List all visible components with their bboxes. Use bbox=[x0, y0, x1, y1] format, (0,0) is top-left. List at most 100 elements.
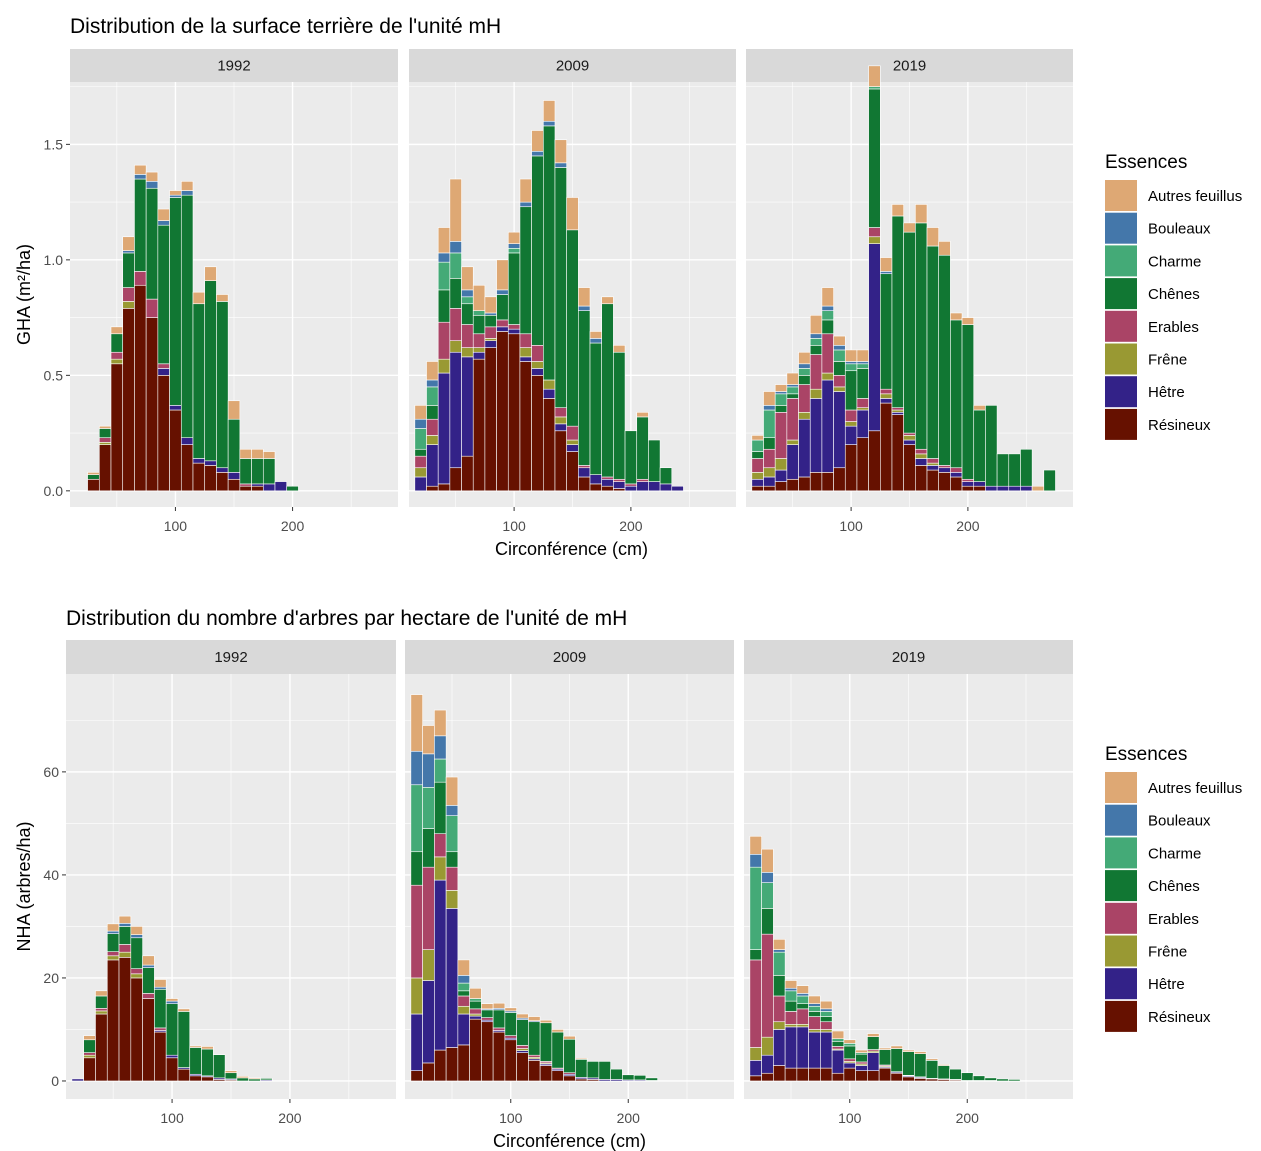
bar-segment bbox=[763, 409, 776, 439]
bar-segment bbox=[543, 120, 556, 127]
bar-segment bbox=[118, 957, 132, 1082]
bar-segment bbox=[751, 472, 764, 480]
bar-segment bbox=[457, 959, 470, 976]
bar-segment bbox=[492, 1027, 506, 1031]
bar-segment bbox=[868, 88, 881, 228]
bar-segment bbox=[774, 458, 788, 471]
bar-segment bbox=[601, 478, 614, 487]
bar-segment bbox=[774, 469, 788, 482]
bar-segment bbox=[786, 386, 799, 395]
bar-segment bbox=[1008, 485, 1021, 492]
legend-item-label: Charme bbox=[1148, 845, 1201, 862]
bar-segment bbox=[798, 363, 811, 369]
bar-segment bbox=[484, 312, 497, 316]
bar-segment bbox=[457, 995, 470, 1007]
bar-segment bbox=[251, 448, 264, 459]
bar-segment bbox=[95, 1010, 108, 1015]
bar-segment bbox=[566, 425, 579, 441]
bar-segment bbox=[902, 1051, 915, 1076]
bar-segment bbox=[169, 194, 182, 198]
bar-segment bbox=[180, 437, 194, 445]
bar-segment bbox=[645, 1077, 658, 1081]
x-tick-label: 100 bbox=[164, 518, 188, 534]
bar-segment bbox=[472, 284, 486, 311]
bar-segment bbox=[880, 388, 893, 395]
bar-segment bbox=[586, 1061, 600, 1079]
facet-panel-2019: 2019 100 200 bbox=[746, 49, 1073, 534]
bar-segment bbox=[890, 1072, 903, 1082]
bar-segment bbox=[972, 1075, 986, 1081]
bar-segment bbox=[926, 227, 939, 247]
legend-item-label: Frêne bbox=[1148, 352, 1187, 369]
bar-segment bbox=[575, 1058, 588, 1060]
legend-item-label: Erables bbox=[1148, 319, 1199, 336]
bar-segment bbox=[410, 694, 423, 752]
bar-segment bbox=[531, 155, 544, 346]
bar-segment bbox=[554, 430, 567, 492]
bar-segment bbox=[996, 1078, 1009, 1082]
bar-segment bbox=[891, 414, 904, 492]
bar-segment bbox=[902, 1076, 915, 1082]
bar-segment bbox=[469, 1008, 482, 1015]
bar-segment bbox=[773, 975, 786, 997]
bar-segment bbox=[915, 465, 928, 492]
bar-segment bbox=[449, 278, 462, 309]
bar-segment bbox=[134, 178, 147, 272]
bar-segment bbox=[855, 1053, 868, 1063]
bar-segment bbox=[926, 458, 939, 464]
bar-segment bbox=[820, 1029, 833, 1033]
bar-segment bbox=[855, 1061, 868, 1065]
bar-segment bbox=[461, 347, 474, 358]
bar-segment bbox=[98, 442, 112, 445]
facet-strip bbox=[409, 49, 736, 82]
bar-segment bbox=[880, 398, 893, 404]
bar-segment bbox=[880, 393, 893, 399]
bar-segment bbox=[774, 481, 788, 492]
bar-segment bbox=[481, 1021, 494, 1082]
bar-segment bbox=[519, 361, 532, 492]
bar-segment bbox=[808, 1016, 821, 1030]
bar-segment bbox=[914, 1053, 927, 1078]
bar-segment bbox=[868, 236, 881, 244]
bar-segment bbox=[157, 220, 170, 226]
bar-segment bbox=[926, 462, 939, 466]
bar-segment bbox=[761, 1054, 774, 1074]
bar-segment bbox=[786, 478, 799, 492]
bar-segment bbox=[507, 252, 521, 325]
bar-segment bbox=[915, 204, 928, 224]
bar-segment bbox=[856, 437, 869, 492]
bar-segment bbox=[204, 465, 217, 492]
bar-segment bbox=[613, 345, 626, 353]
bar-segment bbox=[763, 467, 776, 478]
bar-segment bbox=[659, 483, 673, 492]
bar-segment bbox=[504, 1039, 517, 1082]
bar-segment bbox=[154, 979, 167, 988]
bar-segment bbox=[251, 458, 264, 485]
bar-segment bbox=[516, 1013, 529, 1019]
bar-segment bbox=[434, 758, 447, 783]
y-tick-label: 0.5 bbox=[44, 367, 64, 383]
bar-segment bbox=[856, 409, 869, 439]
bar-segment bbox=[449, 351, 462, 469]
bar-segment bbox=[106, 951, 120, 957]
bar-segment bbox=[575, 1078, 588, 1082]
bar-segment bbox=[636, 481, 649, 492]
bar-segment bbox=[169, 197, 182, 406]
legend-swatch bbox=[1105, 278, 1137, 310]
bar-segment bbox=[903, 439, 916, 445]
legend-item-label: Chênes bbox=[1148, 286, 1200, 303]
bar-segment bbox=[110, 333, 124, 353]
facet-label: 2019 bbox=[893, 58, 926, 75]
bar-segment bbox=[961, 324, 975, 480]
bar-segment bbox=[434, 709, 447, 737]
bar-segment bbox=[915, 458, 928, 466]
bar-segment bbox=[543, 125, 556, 381]
bar-segment bbox=[192, 291, 206, 305]
bar-segment bbox=[833, 335, 846, 346]
bar-segment bbox=[157, 363, 170, 369]
bar-segment bbox=[484, 338, 497, 341]
facet-strip bbox=[70, 49, 398, 82]
bar-segment bbox=[87, 474, 100, 480]
facet-panel-2009: 2009 100 200 bbox=[409, 49, 736, 534]
bar-segment bbox=[821, 372, 834, 381]
